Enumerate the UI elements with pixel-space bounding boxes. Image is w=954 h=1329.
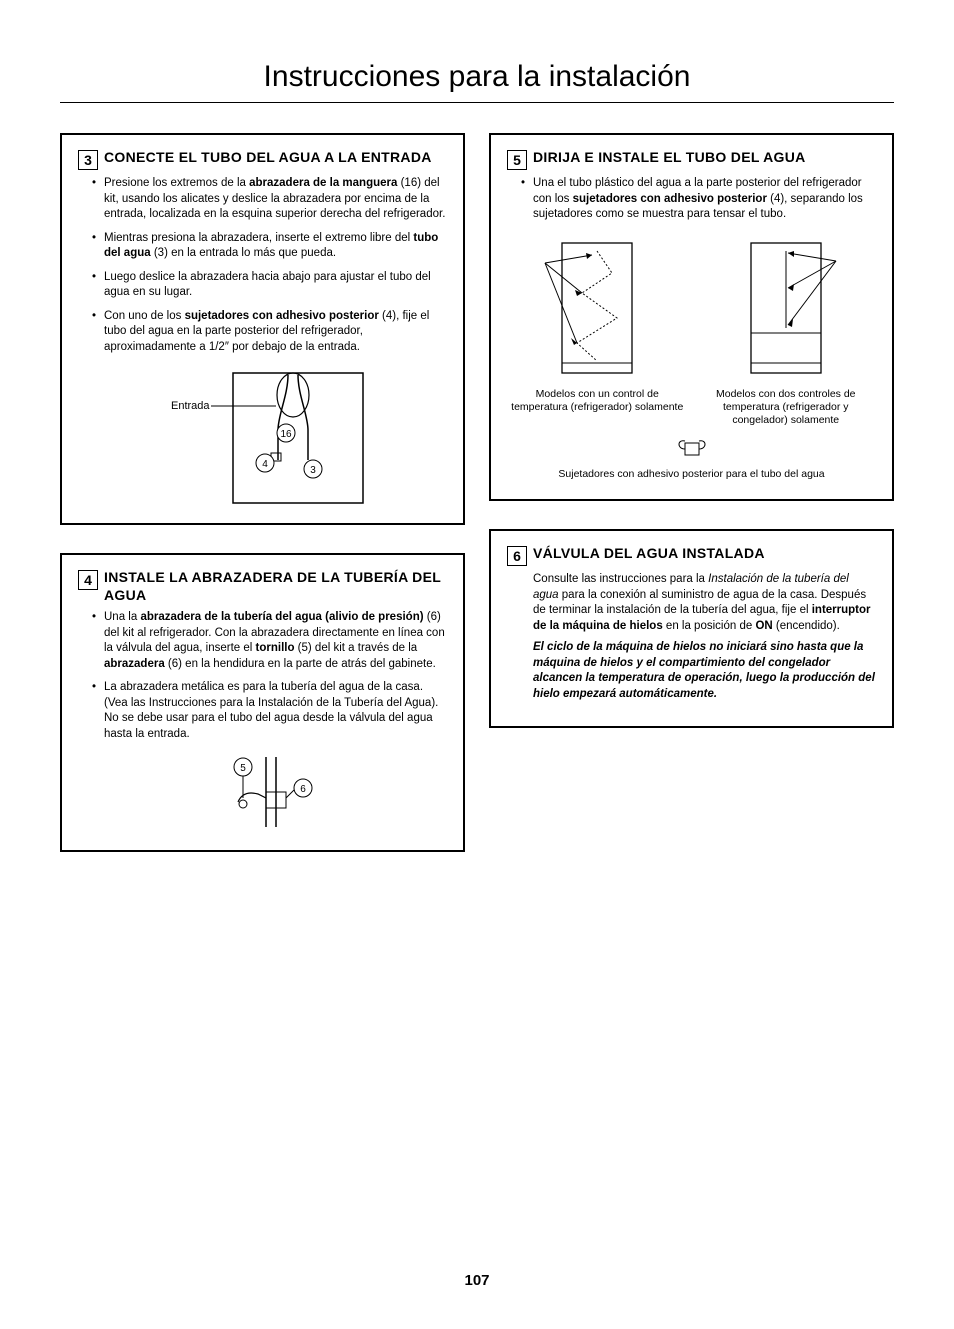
content-columns: 3 CONECTE EL TUBO DEL AGUA A LA ENTRADA … xyxy=(60,133,894,852)
fastener-icon xyxy=(667,433,717,463)
step-3-header: 3 CONECTE EL TUBO DEL AGUA A LA ENTRADA xyxy=(78,149,447,170)
list-item: Una el tubo plástico del agua a la parte… xyxy=(533,176,876,223)
step-5-fig-left: Modelos con un control de temperatura (r… xyxy=(507,233,688,427)
page-title: Instrucciones para la instalación xyxy=(60,60,894,103)
step-4-number: 4 xyxy=(78,570,98,590)
step-5-header: 5 DIRIJA E INSTALE EL TUBO DEL AGUA xyxy=(507,149,876,170)
callout-3: 3 xyxy=(310,465,316,476)
step-4-header: 4 INSTALE LA ABRAZADERA DE LA TUBERÍA DE… xyxy=(78,569,447,604)
step-4-bullets: Una la abrazadera de la tubería del agua… xyxy=(78,610,447,742)
step-6-number: 6 xyxy=(507,546,527,566)
list-item: Mientras presiona la abrazadera, inserte… xyxy=(104,231,447,262)
left-column: 3 CONECTE EL TUBO DEL AGUA A LA ENTRADA … xyxy=(60,133,465,852)
step-3-bullets: Presione los extremos de la abrazadera d… xyxy=(78,176,447,355)
step-5-right-caption: Modelos con dos controles de temperatura… xyxy=(696,388,877,427)
fridge-one-control-icon xyxy=(537,233,657,383)
step-5-left-caption: Modelos con un control de temperatura (r… xyxy=(507,388,688,414)
step-6-note: El ciclo de la máquina de hielos no inic… xyxy=(507,640,876,702)
step-5-fastener-fig: Sujetadores con adhesivo posterior para … xyxy=(507,433,876,481)
callout-6: 6 xyxy=(300,784,306,795)
step-3-title: CONECTE EL TUBO DEL AGUA A LA ENTRADA xyxy=(104,149,432,167)
callout-4: 4 xyxy=(262,459,268,470)
step-6-box: 6 VÁLVULA DEL AGUA INSTALADA Consulte la… xyxy=(489,529,894,728)
callout-5: 5 xyxy=(240,763,246,774)
step-6-body: Consulte las instrucciones para la Insta… xyxy=(507,572,876,634)
step-5-fastener-caption: Sujetadores con adhesivo posterior para … xyxy=(507,468,876,481)
step-5-bullets: Una el tubo plástico del agua a la parte… xyxy=(507,176,876,223)
list-item: Una la abrazadera de la tubería del agua… xyxy=(104,610,447,672)
step-5-box: 5 DIRIJA E INSTALE EL TUBO DEL AGUA Una … xyxy=(489,133,894,501)
list-item: La abrazadera metálica es para la tuberí… xyxy=(104,680,447,742)
step-5-title: DIRIJA E INSTALE EL TUBO DEL AGUA xyxy=(533,149,806,167)
step-5-figures: Modelos con un control de temperatura (r… xyxy=(507,233,876,427)
step-5-fig-right: Modelos con dos controles de temperatura… xyxy=(696,233,877,427)
callout-16: 16 xyxy=(280,429,292,440)
step-6-header: 6 VÁLVULA DEL AGUA INSTALADA xyxy=(507,545,876,566)
step-4-box: 4 INSTALE LA ABRAZADERA DE LA TUBERÍA DE… xyxy=(60,553,465,852)
step-6-title: VÁLVULA DEL AGUA INSTALADA xyxy=(533,545,765,563)
list-item: Con uno de los sujetadores con adhesivo … xyxy=(104,309,447,356)
right-column: 5 DIRIJA E INSTALE EL TUBO DEL AGUA Una … xyxy=(489,133,894,852)
step-4-diagram: 5 6 xyxy=(188,752,338,832)
step-3-diagram: 16 4 3 Entrada xyxy=(153,365,373,505)
list-item: Luego deslice la abrazadera hacia abajo … xyxy=(104,270,447,301)
list-item: Presione los extremos de la abrazadera d… xyxy=(104,176,447,223)
inlet-label: Entrada xyxy=(171,400,210,412)
fridge-two-control-icon xyxy=(726,233,846,383)
step-5-number: 5 xyxy=(507,150,527,170)
step-3-box: 3 CONECTE EL TUBO DEL AGUA A LA ENTRADA … xyxy=(60,133,465,525)
step-4-title: INSTALE LA ABRAZADERA DE LA TUBERÍA DEL … xyxy=(104,569,447,604)
page-number: 107 xyxy=(60,1272,894,1289)
step-3-number: 3 xyxy=(78,150,98,170)
